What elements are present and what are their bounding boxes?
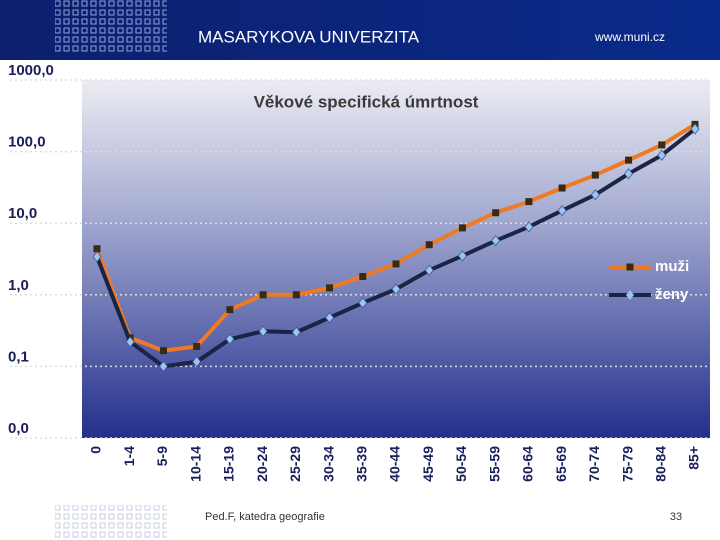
marker bbox=[391, 283, 401, 295]
legend-label: muži bbox=[655, 258, 689, 275]
marker bbox=[558, 184, 566, 192]
x-tick-label: 1-4 bbox=[121, 446, 137, 466]
marker bbox=[591, 171, 599, 179]
marker bbox=[93, 245, 101, 253]
y-tick-label: 100,0 bbox=[8, 134, 46, 151]
marker bbox=[392, 260, 400, 268]
y-tick-label: 10,0 bbox=[8, 205, 37, 222]
x-tick-label: 5-9 bbox=[154, 446, 170, 466]
marker bbox=[525, 198, 533, 206]
marker bbox=[425, 241, 433, 249]
y-tick-label: 1000,0 bbox=[8, 62, 54, 79]
marker bbox=[192, 356, 202, 368]
marker bbox=[159, 347, 167, 355]
x-tick-label: 65-69 bbox=[553, 446, 569, 482]
x-tick-label: 10-14 bbox=[187, 446, 203, 482]
x-tick-label: 15-19 bbox=[221, 446, 237, 482]
x-tick-label: 75-79 bbox=[619, 446, 635, 482]
footer-text: Ped.F, katedra geografie bbox=[205, 511, 325, 523]
marker bbox=[658, 141, 666, 149]
legend-marker bbox=[626, 290, 634, 300]
header-pattern bbox=[55, 0, 167, 52]
x-tick-label: 0 bbox=[88, 446, 104, 454]
x-tick-label: 50-54 bbox=[453, 446, 469, 482]
university-name: MASARYKOVA UNIVERZITA bbox=[198, 27, 420, 46]
marker bbox=[657, 149, 667, 161]
x-tick-label: 55-59 bbox=[486, 446, 502, 482]
marker bbox=[226, 306, 234, 314]
marker bbox=[590, 189, 600, 201]
x-tick-label: 60-64 bbox=[520, 446, 536, 482]
x-tick-label: 40-44 bbox=[387, 446, 403, 482]
y-tick-label: 1,0 bbox=[8, 277, 29, 294]
marker bbox=[492, 209, 500, 217]
footer-pattern bbox=[55, 505, 167, 540]
x-tick-label: 70-74 bbox=[586, 446, 602, 482]
marker bbox=[325, 311, 335, 324]
marker bbox=[424, 264, 434, 276]
marker bbox=[193, 342, 201, 350]
marker bbox=[624, 168, 634, 180]
y-tick-label: 0,0 bbox=[8, 420, 29, 437]
marker bbox=[359, 273, 367, 281]
marker bbox=[225, 333, 235, 345]
x-tick-label: 25-29 bbox=[287, 446, 303, 482]
marker bbox=[457, 250, 467, 262]
marker bbox=[125, 336, 135, 348]
marker bbox=[625, 156, 633, 164]
x-tick-label: 20-24 bbox=[254, 446, 270, 482]
marker bbox=[291, 326, 301, 338]
marker bbox=[292, 291, 300, 299]
x-tick-label: 30-34 bbox=[320, 446, 336, 482]
x-tick-label: 45-49 bbox=[420, 446, 436, 482]
legend-marker bbox=[626, 263, 634, 271]
marker bbox=[690, 123, 700, 135]
x-tick-label: 80-84 bbox=[652, 446, 668, 482]
page-number: 33 bbox=[670, 511, 682, 523]
marker bbox=[458, 224, 466, 232]
x-tick-label: 85+ bbox=[686, 446, 702, 470]
x-tick-label: 35-39 bbox=[353, 446, 369, 482]
marker bbox=[524, 221, 534, 233]
plot-area bbox=[82, 80, 710, 438]
marker bbox=[557, 204, 567, 217]
marker bbox=[358, 297, 368, 309]
marker bbox=[491, 235, 501, 247]
marker bbox=[158, 360, 168, 373]
marker bbox=[259, 291, 267, 299]
marker bbox=[92, 251, 102, 263]
marker bbox=[258, 325, 268, 337]
y-tick-label: 0,1 bbox=[8, 348, 29, 365]
legend-label: ženy bbox=[655, 286, 689, 303]
url: www.muni.cz bbox=[594, 30, 665, 44]
chart-title: Věkové specifická úmrtnost bbox=[254, 92, 479, 111]
marker bbox=[326, 284, 334, 292]
